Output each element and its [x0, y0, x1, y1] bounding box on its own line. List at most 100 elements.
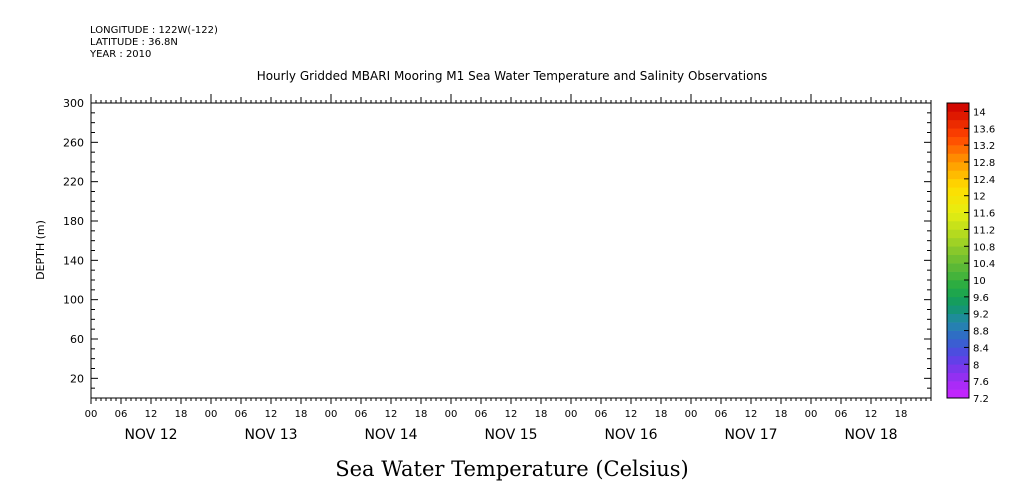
colorbar-band — [947, 372, 969, 382]
y-tick-label: 300 — [63, 97, 84, 110]
colorbar: 14 13.6 13.2 12.8 12.4 12 11.6 11.2 10.8 10.4 10 9.… — [946, 102, 995, 405]
x-tick-label: 00 — [205, 409, 218, 420]
x-tick-label: 06 — [835, 409, 848, 420]
x-tick-label: 12 — [745, 409, 758, 420]
y-tick-label: 100 — [63, 294, 84, 307]
colorbar-label: 7.6 — [973, 377, 989, 388]
colorbar-band — [947, 339, 969, 348]
colorbar-label: 11.2 — [973, 225, 995, 236]
colorbar-band — [947, 322, 969, 331]
x-day-label: NOV 16 — [604, 427, 657, 443]
y-axis-label: DEPTH (m) — [34, 220, 47, 280]
x-tick-label: 12 — [625, 409, 638, 420]
colorbar-band — [947, 212, 969, 222]
colorbar-band — [947, 204, 969, 213]
colorbar-band — [947, 119, 969, 129]
x-tick-label: 00 — [85, 409, 98, 420]
colorbar-band — [947, 254, 969, 264]
x-tick-label: 00 — [325, 409, 338, 420]
y-tick-label: 220 — [63, 176, 84, 189]
colorbar-label: 10.8 — [973, 242, 995, 253]
colorbar-band — [947, 246, 969, 256]
colorbar-band — [947, 288, 969, 298]
y-tick-label: 20 — [70, 372, 84, 385]
x-tick-label: 12 — [505, 409, 518, 420]
colorbar-label: 9.2 — [973, 310, 989, 321]
x-tick-label: 00 — [685, 409, 698, 420]
colorbar-label: 14 — [973, 107, 986, 118]
x-tick-label: 06 — [595, 409, 608, 420]
x-tick-label: 00 — [805, 409, 818, 420]
x-tick-label: 06 — [115, 409, 128, 420]
x-day-label: NOV 13 — [244, 427, 297, 443]
y-tick-label: 180 — [63, 215, 84, 228]
x-day-label: NOV 17 — [724, 427, 777, 443]
longitude-label: LONGITUDE : 122W(-122) — [90, 25, 218, 36]
colorbar-band — [947, 305, 969, 315]
x-tick-label: 06 — [355, 409, 368, 420]
colorbar-band — [947, 271, 969, 281]
x-day-label: NOV 14 — [364, 427, 417, 443]
colorbar-band — [947, 136, 969, 146]
colorbar-frame — [946, 102, 970, 399]
x-tick-label: 12 — [865, 409, 878, 420]
x-tick-label: 00 — [445, 409, 458, 420]
axes-layer: 00 06 12 18 00 06 12 18 00 06 12 18 00 06 12 18 00 06 12 18… — [63, 94, 932, 443]
colorbar-label: 8.8 — [973, 327, 989, 338]
colorbar-band — [947, 195, 969, 205]
colorbar-label: 8 — [973, 360, 979, 371]
colorbar-label: 7.2 — [973, 394, 989, 405]
x-tick-label: 18 — [895, 409, 908, 420]
colorbar-band — [947, 280, 969, 289]
x-tick-label: 18 — [775, 409, 788, 420]
y-tick-label: 140 — [63, 254, 84, 267]
plot-frame — [90, 102, 932, 399]
y-tick-label: 60 — [70, 333, 84, 346]
colorbar-band — [947, 355, 969, 365]
x-tick-label: 06 — [235, 409, 248, 420]
x-tick-label: 12 — [385, 409, 398, 420]
colorbar-band — [947, 330, 969, 340]
x-tick-label: 18 — [655, 409, 668, 420]
x-day-label: NOV 12 — [124, 427, 177, 443]
x-tick-label: 00 — [565, 409, 578, 420]
x-tick-label: 12 — [265, 409, 278, 420]
colorbar-label: 13.6 — [973, 124, 995, 135]
colorbar-label: 9.6 — [973, 293, 989, 304]
y-tick-label: 260 — [63, 136, 84, 149]
x-tick-label: 18 — [295, 409, 308, 420]
x-tick-label: 12 — [145, 409, 158, 420]
x-day-label: NOV 18 — [844, 427, 897, 443]
colorbar-band — [947, 389, 969, 399]
colorbar-band — [947, 103, 969, 112]
colorbar-band — [947, 313, 969, 323]
colorbar-band — [947, 187, 969, 197]
colorbar-label: 12 — [973, 192, 986, 203]
colorbar-band — [947, 145, 969, 154]
x-tick-label: 18 — [415, 409, 428, 420]
x-day-label: NOV 15 — [484, 427, 537, 443]
chart-subtitle-variable: Sea Water Temperature (Celsius) — [335, 457, 689, 481]
year-label: YEAR : 2010 — [90, 49, 152, 60]
latitude-label: LATITUDE : 36.8N — [90, 37, 178, 48]
colorbar-label: 11.6 — [973, 209, 995, 220]
colorbar-band — [947, 221, 969, 230]
colorbar-label: 10.4 — [973, 259, 995, 270]
colorbar-label: 13.2 — [973, 141, 995, 152]
colorbar-band — [947, 296, 969, 306]
colorbar-band — [947, 263, 969, 272]
x-tick-label: 18 — [175, 409, 188, 420]
colorbar-band — [947, 237, 969, 247]
colorbar-label: 12.8 — [973, 158, 995, 169]
colorbar-band — [947, 153, 969, 163]
colorbar-label: 10 — [973, 276, 986, 287]
x-tick-label: 18 — [535, 409, 548, 420]
colorbar-band — [947, 178, 969, 188]
colorbar-band — [947, 229, 969, 239]
colorbar-band — [947, 170, 969, 180]
colorbar-band — [947, 364, 969, 374]
x-tick-label: 06 — [715, 409, 728, 420]
chart-title: Hourly Gridded MBARI Mooring M1 Sea Wate… — [257, 69, 768, 83]
colorbar-band — [947, 111, 969, 121]
